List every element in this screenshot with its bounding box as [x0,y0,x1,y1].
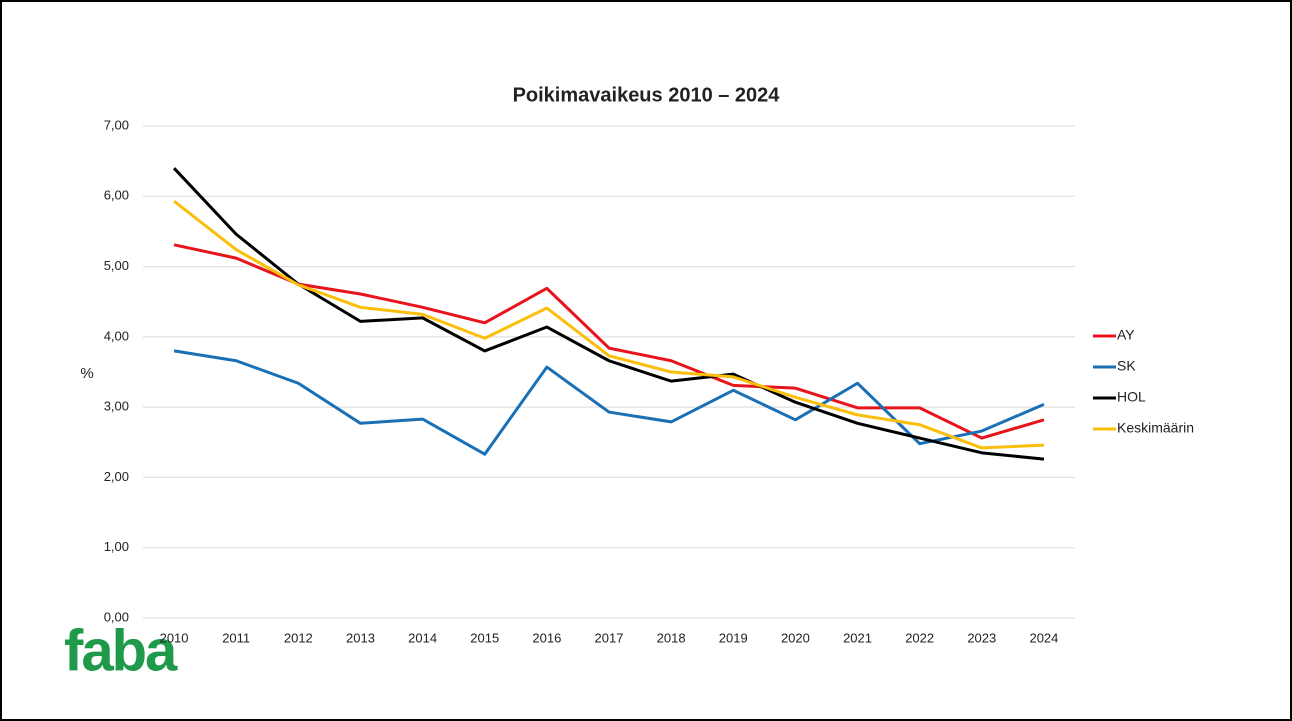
y-tick-label: 5,00 [104,258,129,273]
x-tick-label: 2023 [967,630,996,645]
y-tick-label: 0,00 [104,609,129,624]
x-tick-label: 2010 [160,630,189,645]
legend-label: HOL [1117,389,1146,405]
x-tick-label: 2014 [408,630,437,645]
x-tick-label: 2024 [1029,630,1058,645]
legend-label: SK [1117,358,1136,374]
y-tick-label: 7,00 [104,117,129,132]
logo: faba [64,618,178,683]
x-tick-label: 2011 [222,630,250,645]
x-tick-label: 2015 [470,630,499,645]
chart-title: Poikimavaikeus 2010 – 2024 [513,84,781,106]
series-line [173,200,1044,450]
x-tick-label: 2013 [346,630,375,645]
x-tick-label: 2022 [905,630,934,645]
x-tick-label: 2021 [843,630,872,645]
series-line [173,243,1045,440]
x-tick-label: 2012 [284,630,313,645]
y-tick-label: 4,00 [104,328,129,343]
x-tick-label: 2016 [532,630,561,645]
y-tick-label: 2,00 [104,469,129,484]
legend-label: Keskimäärin [1117,420,1194,436]
x-tick-label: 2017 [595,630,624,645]
y-axis-label: % [80,365,93,382]
x-tick-label: 2020 [781,630,810,645]
legend-label: AY [1117,327,1135,343]
series-line [173,349,1045,456]
y-tick-label: 6,00 [104,188,129,203]
series-line [172,167,1045,461]
x-tick-label: 2018 [657,630,686,645]
y-tick-label: 1,00 [104,539,129,554]
x-tick-label: 2019 [719,630,748,645]
y-tick-label: 3,00 [104,399,129,414]
